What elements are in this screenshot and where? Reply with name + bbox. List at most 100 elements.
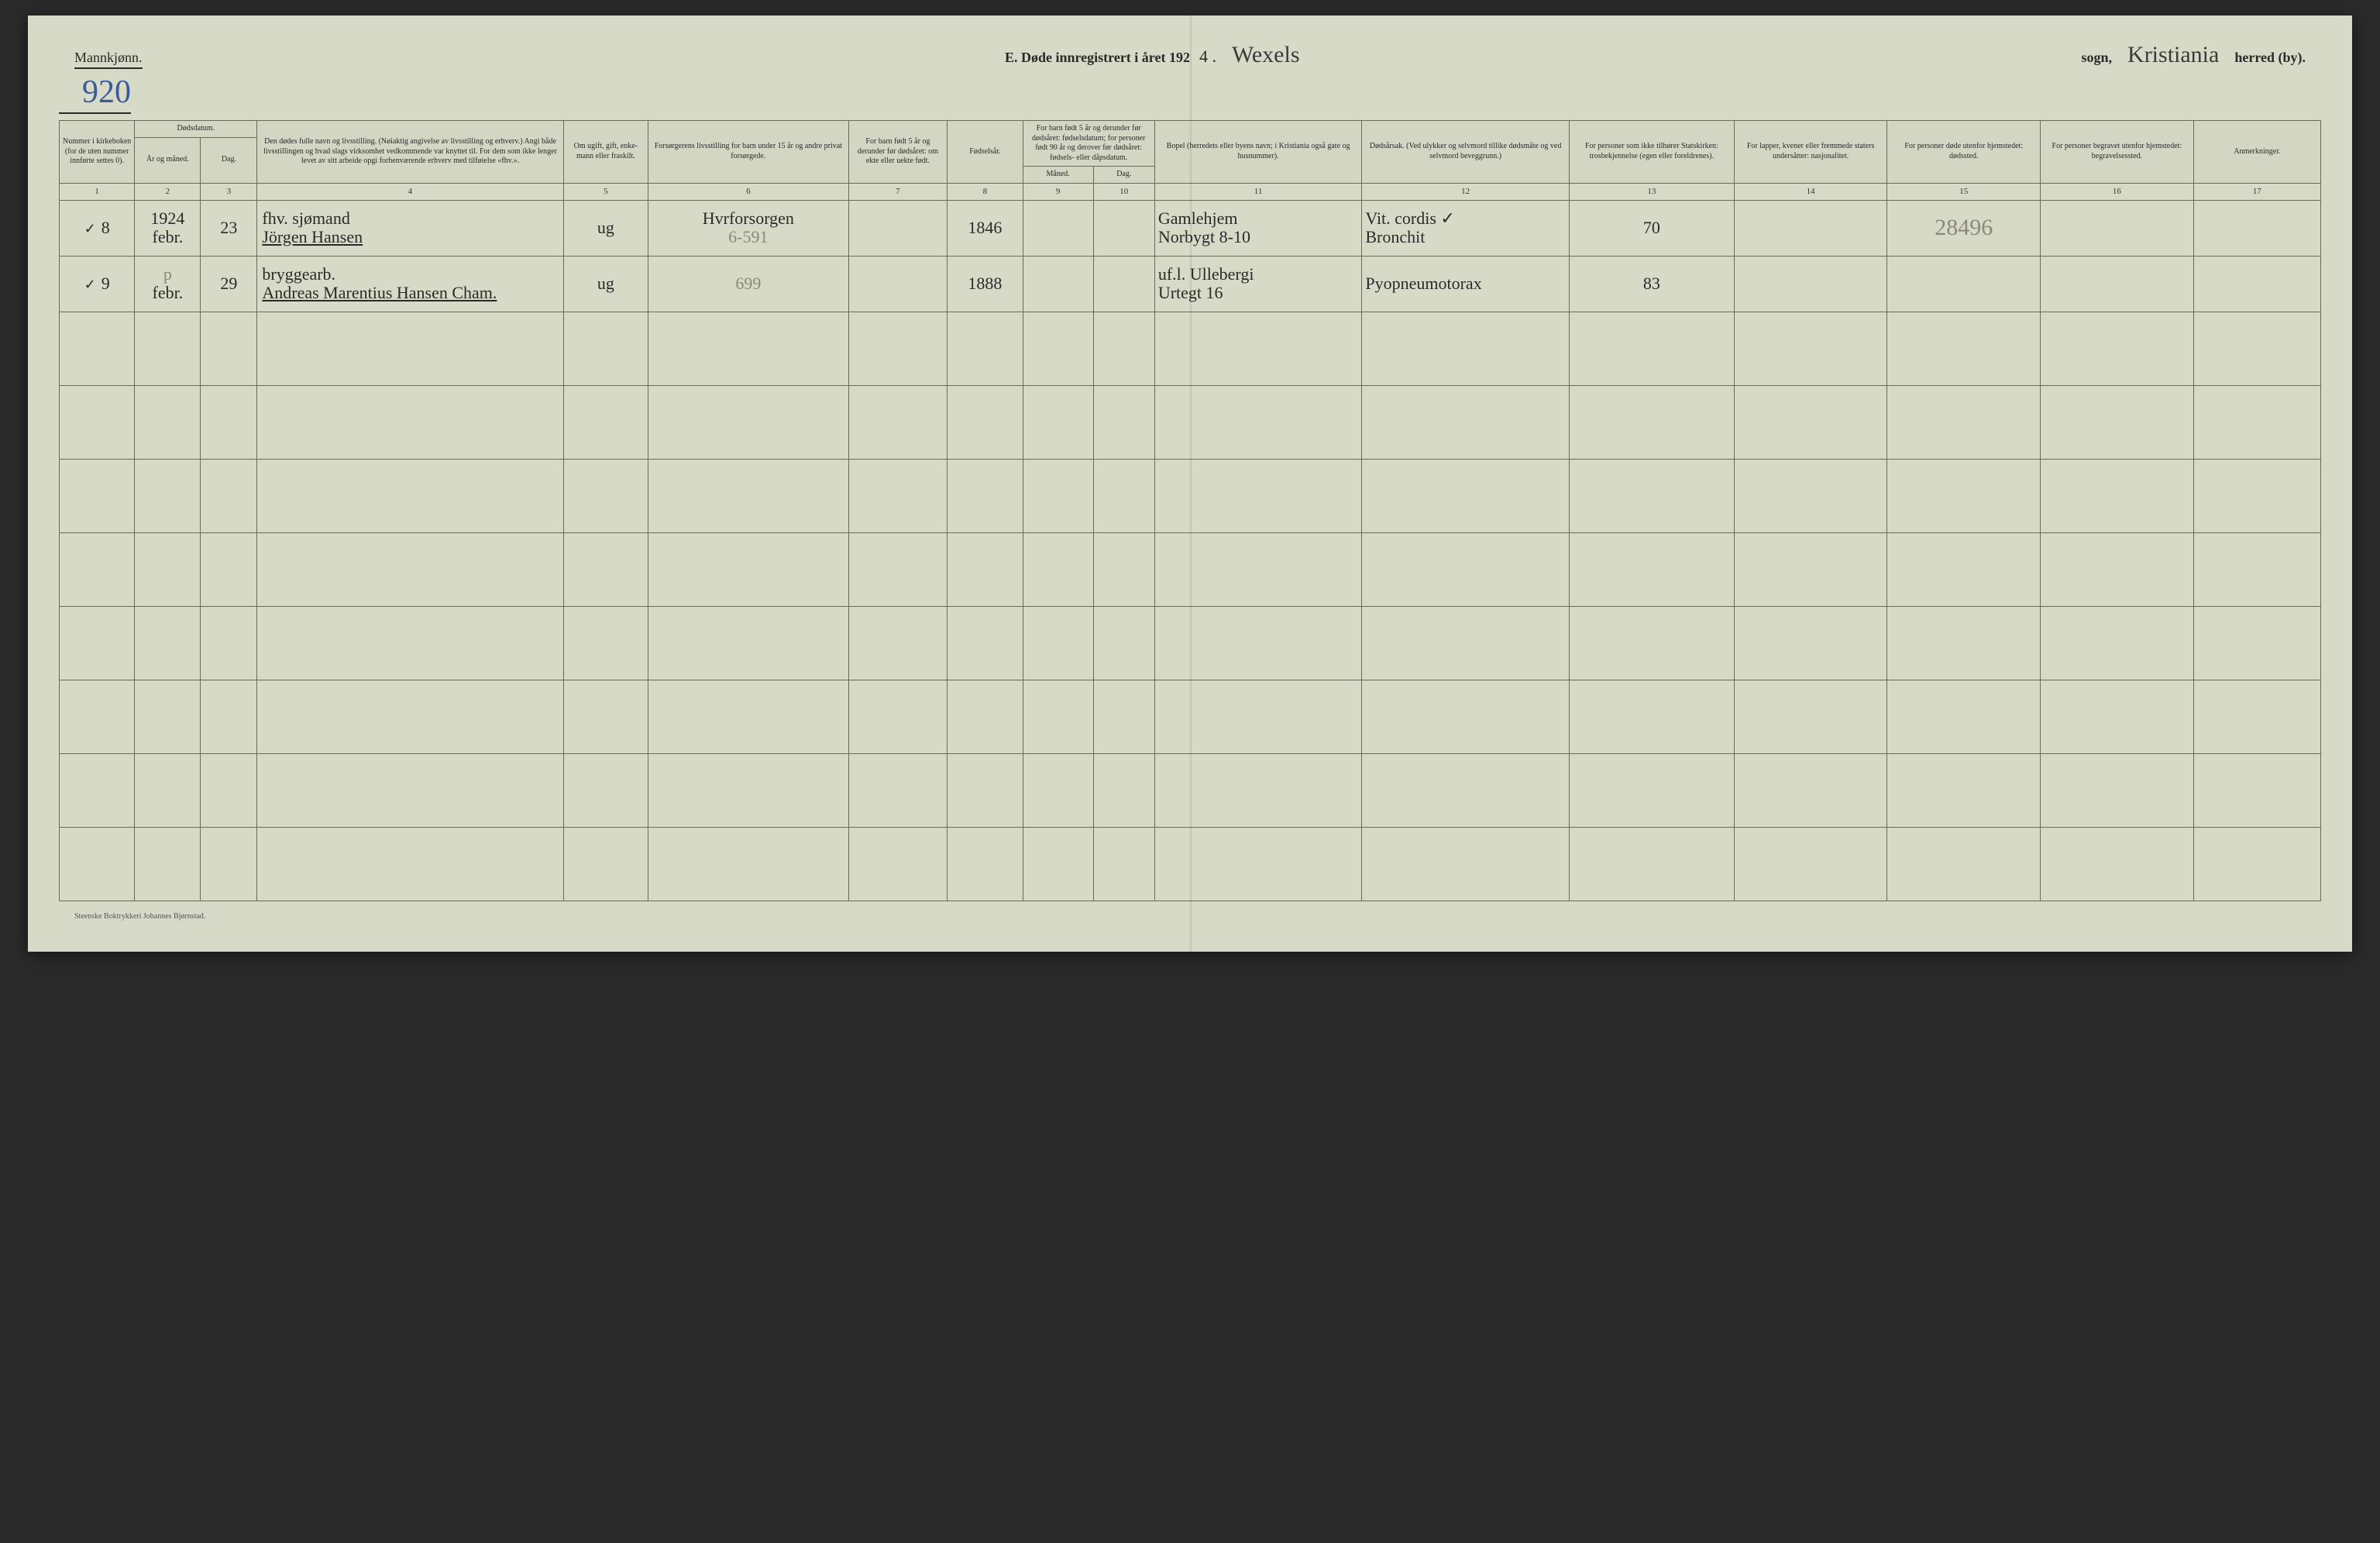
district-label: herred (by). (2234, 50, 2306, 66)
empty-cell (1887, 753, 2041, 827)
empty-cell (948, 606, 1023, 680)
empty-cell (1734, 312, 1887, 385)
empty-cell (135, 385, 201, 459)
empty-cell (135, 312, 201, 385)
column-number-row: 1 2 3 4 5 6 7 8 9 10 11 12 13 14 15 16 1… (60, 183, 2321, 200)
empty-cell (1569, 827, 1734, 901)
empty-cell (648, 753, 848, 827)
table-row-empty (60, 753, 2321, 827)
empty-cell (60, 827, 135, 901)
empty-cell (1887, 680, 2041, 753)
empty-cell (1093, 385, 1154, 459)
empty-cell (1154, 459, 1362, 532)
parish-label: sogn, (2082, 50, 2113, 66)
empty-rows (60, 312, 2321, 901)
colnum: 7 (848, 183, 948, 200)
cell-cause: Pyopneumotorax (1362, 256, 1570, 312)
cell-day: 23 (201, 200, 257, 256)
empty-cell (1362, 459, 1570, 532)
cell-death-place (1887, 256, 2041, 312)
col-11-header: Bopel (herredets eller byens navn; i Kri… (1154, 121, 1362, 184)
empty-cell (1093, 753, 1154, 827)
empty-cell (60, 532, 135, 606)
empty-cell (257, 532, 563, 606)
empty-cell (2193, 606, 2320, 680)
col-13-header: For personer som ikke tilhører Statskirk… (1569, 121, 1734, 184)
header-center: E. Døde innregistrert i året 192 4 . Wex… (236, 42, 2076, 68)
cause: Bronchit (1365, 228, 1566, 246)
cell-bm (1023, 256, 1093, 312)
empty-cell (2193, 385, 2320, 459)
empty-cell (648, 606, 848, 680)
cell-num: ✓ 8 (60, 200, 135, 256)
empty-cell (1569, 606, 1734, 680)
cause-top: Vit. cordis ✓ (1365, 209, 1566, 228)
person-name: Andreas Marentius Hansen Cham. (262, 284, 559, 302)
col-5-header: Om ugift, gift, enke­mann eller fraskilt… (563, 121, 648, 184)
empty-cell (563, 827, 648, 901)
colnum: 5 (563, 183, 648, 200)
empty-cell (135, 532, 201, 606)
tick-mark: ✓ (84, 277, 99, 292)
empty-cell (1154, 385, 1362, 459)
title-prefix: E. Døde innregistrert i året 192 (1005, 50, 1190, 66)
cell-legit (848, 200, 948, 256)
cell-marital: ug (563, 200, 648, 256)
col-14-header: For lapper, kvener eller fremmede stater… (1734, 121, 1887, 184)
empty-cell (948, 459, 1023, 532)
empty-cell (135, 459, 201, 532)
empty-cell (1023, 385, 1093, 459)
empty-cell (563, 312, 648, 385)
cell-faith: 70 (1569, 200, 1734, 256)
empty-cell (1093, 606, 1154, 680)
cell-marital: ug (563, 256, 648, 312)
colnum: 17 (2193, 183, 2320, 200)
col-7-header: For barn født 5 år og derunder før døds­… (848, 121, 948, 184)
empty-cell (1154, 606, 1362, 680)
col-9-header: Måned. (1023, 167, 1093, 184)
empty-cell (1734, 827, 1887, 901)
table-row: ✓ 8 1924 febr. 23 fhv. sjømand Jörgen Ha… (60, 200, 2321, 256)
table-row-empty (60, 532, 2321, 606)
cell-provider: 699 (648, 256, 848, 312)
empty-cell (1887, 385, 2041, 459)
colnum: 8 (948, 183, 1023, 200)
table-row-empty (60, 385, 2321, 459)
empty-cell (2193, 532, 2320, 606)
empty-cell (2041, 532, 2194, 606)
empty-cell (1569, 385, 1734, 459)
empty-cell (563, 459, 648, 532)
empty-cell (2041, 827, 2194, 901)
data-rows: ✓ 8 1924 febr. 23 fhv. sjømand Jörgen Ha… (60, 200, 2321, 312)
cell-death-place: 28496 (1887, 200, 2041, 256)
cause-top: Pyopneumotorax (1365, 274, 1566, 293)
empty-cell (648, 827, 848, 901)
cell-day: 29 (201, 256, 257, 312)
empty-cell (2041, 385, 2194, 459)
empty-cell (2041, 312, 2194, 385)
empty-cell (948, 385, 1023, 459)
district-value: Kristiania (2121, 42, 2225, 68)
empty-cell (135, 606, 201, 680)
empty-cell (1569, 459, 1734, 532)
empty-cell (948, 680, 1023, 753)
empty-cell (1023, 753, 1093, 827)
person-name: Jörgen Hansen (262, 228, 559, 246)
residence-top: uf.l. Ullebergi (1158, 265, 1359, 284)
colnum: 3 (201, 183, 257, 200)
empty-cell (257, 312, 563, 385)
cell-name: fhv. sjømand Jörgen Hansen (257, 200, 563, 256)
empty-cell (848, 827, 948, 901)
colnum: 4 (257, 183, 563, 200)
empty-cell (948, 827, 1023, 901)
empty-cell (135, 827, 201, 901)
empty-cell (1154, 680, 1362, 753)
cell-burial (2041, 256, 2194, 312)
empty-cell (201, 312, 257, 385)
empty-cell (848, 532, 948, 606)
empty-cell (2193, 753, 2320, 827)
cell-name: bryggearb. Andreas Marentius Hansen Cham… (257, 256, 563, 312)
empty-cell (1362, 753, 1570, 827)
residence: Norbygt 8-10 (1158, 228, 1359, 246)
empty-cell (60, 680, 135, 753)
